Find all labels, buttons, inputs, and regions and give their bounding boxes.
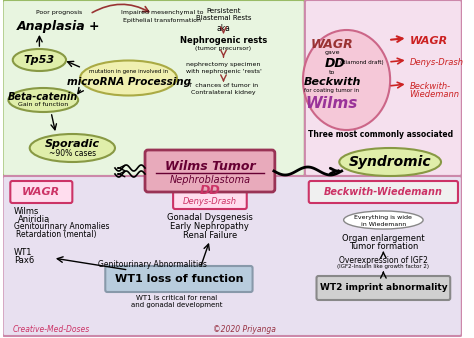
Text: WT2 imprint abnormality: WT2 imprint abnormality bbox=[319, 284, 447, 292]
Text: microRNA Processing: microRNA Processing bbox=[66, 77, 191, 87]
Text: Beckwith: Beckwith bbox=[303, 77, 361, 87]
Text: Organ enlargement: Organ enlargement bbox=[342, 234, 425, 243]
FancyBboxPatch shape bbox=[305, 0, 462, 176]
FancyBboxPatch shape bbox=[105, 266, 253, 292]
Text: to: to bbox=[329, 70, 335, 75]
Text: Beta-catenin: Beta-catenin bbox=[8, 92, 78, 102]
Text: (diamond draft): (diamond draft) bbox=[340, 60, 383, 65]
Ellipse shape bbox=[13, 49, 66, 71]
Text: Denys-Drash: Denys-Drash bbox=[183, 197, 237, 207]
Text: Wilms Tumor: Wilms Tumor bbox=[164, 160, 255, 172]
Text: Genitourinary Abnormalities: Genitourinary Abnormalities bbox=[98, 260, 207, 269]
Text: Gain of function: Gain of function bbox=[18, 102, 68, 107]
Text: Persistent: Persistent bbox=[206, 8, 241, 14]
Text: Epithelial transformation: Epithelial transformation bbox=[123, 18, 201, 23]
Text: Beckwith-Wiedemann: Beckwith-Wiedemann bbox=[324, 187, 443, 197]
FancyBboxPatch shape bbox=[317, 276, 450, 300]
Text: WAGR: WAGR bbox=[410, 36, 448, 46]
Text: with nephrogenic 'rests': with nephrogenic 'rests' bbox=[185, 69, 262, 74]
Text: WT1 is critical for renal: WT1 is critical for renal bbox=[137, 295, 218, 301]
Text: Aniridia: Aniridia bbox=[18, 215, 50, 224]
Text: Overexpression of IGF2: Overexpression of IGF2 bbox=[339, 256, 428, 265]
Text: WT1 loss of function: WT1 loss of function bbox=[115, 274, 243, 284]
Text: DD: DD bbox=[200, 185, 220, 197]
Text: Retardation (mental): Retardation (mental) bbox=[16, 230, 97, 239]
Text: Denys-Drash: Denys-Drash bbox=[410, 58, 464, 67]
Text: ↑ chances of tumor in: ↑ chances of tumor in bbox=[189, 83, 258, 88]
Text: gave: gave bbox=[324, 50, 340, 55]
Text: Nephrogenic rests: Nephrogenic rests bbox=[180, 36, 267, 45]
Text: and gonadal development: and gonadal development bbox=[131, 302, 223, 308]
FancyBboxPatch shape bbox=[173, 181, 247, 209]
Text: mutation in gene involved in: mutation in gene involved in bbox=[89, 70, 168, 74]
Text: (tumor precursor): (tumor precursor) bbox=[195, 46, 252, 51]
Text: Early Nephropathy: Early Nephropathy bbox=[171, 222, 249, 231]
Text: Poor prognosis: Poor prognosis bbox=[36, 10, 83, 15]
Text: Wilms: Wilms bbox=[306, 96, 358, 111]
Text: Pax6: Pax6 bbox=[14, 256, 35, 265]
Ellipse shape bbox=[30, 134, 115, 162]
Text: in Wiedemann: in Wiedemann bbox=[361, 221, 406, 226]
Text: ©2020 Priyanga: ©2020 Priyanga bbox=[213, 325, 276, 335]
Text: WT1: WT1 bbox=[14, 248, 33, 257]
Text: WAGR: WAGR bbox=[22, 187, 61, 197]
Text: Sporadic: Sporadic bbox=[45, 139, 100, 149]
FancyBboxPatch shape bbox=[10, 181, 73, 203]
Text: Beckwith-: Beckwith- bbox=[410, 82, 451, 91]
Text: WAGR: WAGR bbox=[310, 38, 354, 51]
Ellipse shape bbox=[9, 88, 78, 112]
Text: Three most commonly associated: Three most commonly associated bbox=[308, 130, 453, 139]
Text: for coating tumor in: for coating tumor in bbox=[304, 88, 360, 93]
Ellipse shape bbox=[80, 61, 177, 96]
Text: Syndromic: Syndromic bbox=[349, 155, 431, 169]
Text: Wiedemann: Wiedemann bbox=[410, 90, 459, 99]
FancyBboxPatch shape bbox=[2, 176, 462, 336]
FancyBboxPatch shape bbox=[2, 0, 305, 176]
FancyBboxPatch shape bbox=[309, 181, 458, 203]
Ellipse shape bbox=[339, 148, 441, 176]
Text: Tumor formation: Tumor formation bbox=[349, 242, 418, 251]
Text: Everything is wide: Everything is wide bbox=[355, 216, 412, 220]
Text: aka: aka bbox=[217, 24, 230, 33]
Text: nephrectomy specimen: nephrectomy specimen bbox=[186, 62, 261, 67]
Text: Impaired mesenchymal to: Impaired mesenchymal to bbox=[121, 10, 204, 15]
Text: DD: DD bbox=[325, 57, 346, 70]
Text: Nephroblastoma: Nephroblastoma bbox=[169, 175, 250, 185]
Text: Anaplasia +: Anaplasia + bbox=[17, 20, 100, 33]
Text: Renal Failure: Renal Failure bbox=[183, 231, 237, 240]
Text: Blastemal Rests: Blastemal Rests bbox=[196, 15, 251, 21]
Ellipse shape bbox=[303, 30, 390, 130]
Text: Wilms: Wilms bbox=[14, 207, 39, 216]
FancyBboxPatch shape bbox=[145, 150, 275, 192]
Text: Gonadal Dysgenesis: Gonadal Dysgenesis bbox=[167, 213, 253, 222]
Text: (IGF2-Insulin like growth factor 2): (IGF2-Insulin like growth factor 2) bbox=[337, 264, 429, 269]
Text: Genitourinary Anomalies: Genitourinary Anomalies bbox=[14, 222, 109, 231]
Text: Tp53: Tp53 bbox=[24, 55, 55, 65]
Text: Creative-Med-Doses: Creative-Med-Doses bbox=[12, 325, 90, 335]
Text: ~90% cases: ~90% cases bbox=[49, 149, 96, 159]
Ellipse shape bbox=[344, 211, 423, 229]
Text: Contralateral kidney: Contralateral kidney bbox=[191, 90, 256, 95]
